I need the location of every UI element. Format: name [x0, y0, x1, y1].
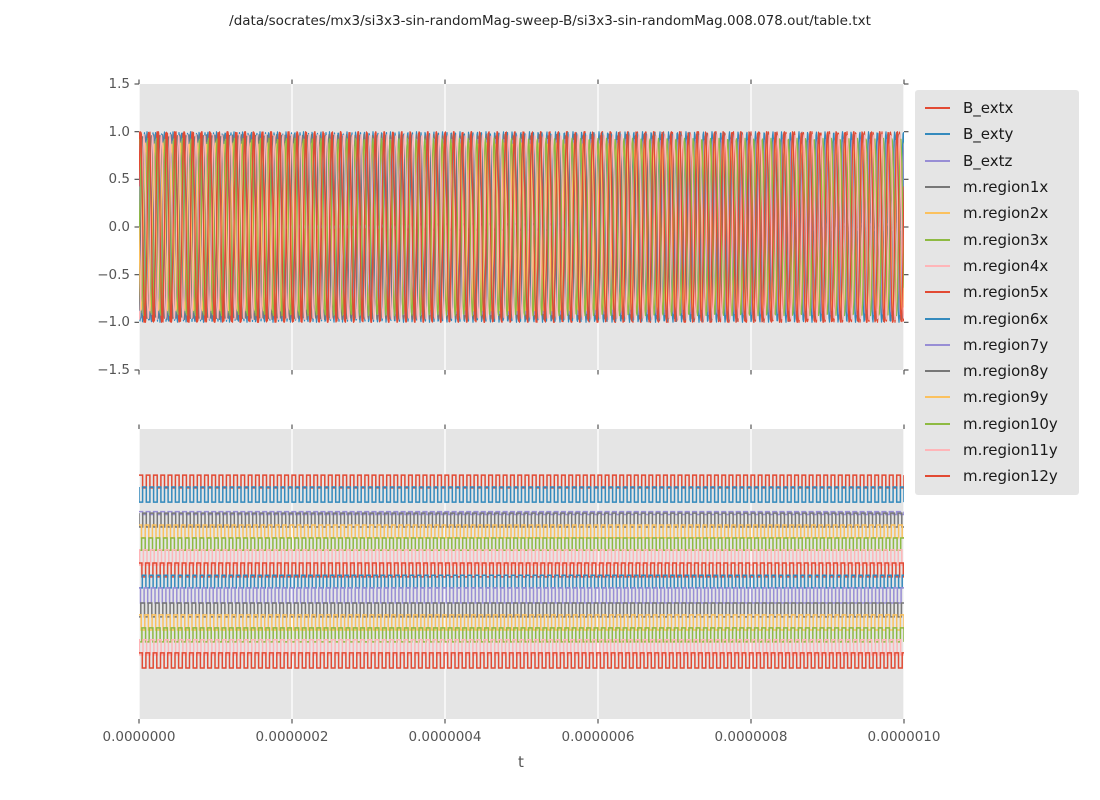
legend: B_extx B_exty B_extz m.region1x m.region2x m.…: [915, 90, 1079, 496]
legend-item-B_extx: B_extx: [915, 95, 1079, 121]
legend-label: m.region10y: [963, 414, 1058, 433]
legend-item-m.region7y: m.region7y: [915, 332, 1079, 358]
legend-item-m.region11y: m.region11y: [915, 437, 1079, 463]
legend-item-m.region6x: m.region6x: [915, 305, 1079, 331]
legend-label: m.region11y: [963, 441, 1058, 459]
x-tick-label: 0.0000006: [561, 729, 635, 745]
legend-label: m.region6x: [963, 309, 1049, 328]
legend-swatch-icon: [925, 238, 950, 241]
legend-label: m.region7y: [963, 335, 1049, 354]
legend-label: B_extz: [963, 151, 1013, 170]
legend-swatch-icon: [925, 396, 950, 399]
legend-label: m.region2x: [963, 204, 1049, 223]
legend-item-m.region12y: m.region12y: [915, 463, 1079, 489]
x-axis-label: t: [518, 753, 524, 771]
legend-swatch-icon: [925, 370, 950, 373]
legend-label: m.region12y: [963, 467, 1058, 486]
legend-label: m.region8y: [963, 362, 1049, 381]
y-tick-label: 0.5: [108, 171, 130, 188]
legend-label: m.region3x: [963, 230, 1049, 249]
legend-label: m.region5x: [963, 283, 1049, 302]
x-tick-label: 0.0000008: [714, 729, 788, 745]
legend-swatch-icon: [925, 212, 950, 215]
series-line-m.region4x: [139, 549, 904, 566]
legend-swatch-icon: [925, 343, 950, 346]
y-tick-label: −1.5: [97, 362, 130, 378]
y-tick-label: 1.5: [108, 76, 130, 92]
y-tick-label: 1.0: [108, 123, 130, 140]
figure-title: /data/socrates/mx3/si3x3-sin-randomMag-s…: [229, 13, 871, 29]
legend-label: m.region1x: [963, 178, 1049, 197]
top-subplot: [134, 79, 909, 375]
y-tick-label: −0.5: [97, 266, 130, 283]
legend-label: B_extx: [963, 99, 1014, 118]
y-tick-label: −1.0: [97, 314, 130, 331]
y-tick-label: 0.0: [108, 219, 130, 235]
legend-item-m.region1x: m.region1x: [915, 174, 1079, 200]
series-line-m.region3x: [139, 537, 904, 551]
legend-swatch-icon: [925, 107, 950, 110]
legend-swatch-icon: [925, 291, 950, 294]
legend-swatch-icon: [925, 133, 950, 136]
legend-swatch-icon: [925, 475, 950, 478]
legend-swatch-icon: [925, 317, 950, 320]
series-line-m.region12y: [139, 131, 904, 323]
x-tick-label: 0.0000004: [408, 729, 482, 745]
x-tick-label: 0.0000002: [255, 729, 329, 745]
legend-item-m.region2x: m.region2x: [915, 200, 1079, 226]
legend-item-m.region8y: m.region8y: [915, 358, 1079, 384]
series-line-B_exty: [139, 486, 904, 503]
series-line-m.region12y: [139, 652, 904, 669]
legend-label: B_exty: [963, 125, 1014, 144]
series-line-m.region10y: [139, 627, 904, 643]
legend-label: m.region9y: [963, 388, 1049, 407]
bottom-subplot: [138, 424, 905, 724]
x-tick-label: 0.0000000: [102, 729, 176, 745]
series-line-m.region6x: [139, 574, 904, 589]
legend-item-m.region4x: m.region4x: [915, 253, 1079, 279]
legend-label: m.region4x: [963, 256, 1049, 275]
legend-item-m.region5x: m.region5x: [915, 279, 1079, 305]
series-line-m.region1x: [139, 512, 904, 528]
legend-item-B_exty: B_exty: [915, 121, 1079, 147]
legend-item-m.region3x: m.region3x: [915, 226, 1079, 252]
series-line-m.region11y: [139, 639, 904, 656]
legend-swatch-icon: [925, 186, 950, 189]
legend-swatch-icon: [925, 449, 950, 451]
legend-item-m.region10y: m.region10y: [915, 411, 1079, 437]
legend-item-m.region9y: m.region9y: [915, 384, 1079, 410]
x-tick-label: 0.0000010: [867, 729, 941, 745]
legend-swatch-icon: [925, 264, 950, 267]
legend-swatch-icon: [925, 422, 950, 425]
legend-swatch-icon: [925, 159, 950, 162]
series-line-m.region2x: [139, 524, 904, 539]
legend-item-B_extz: B_extz: [915, 148, 1079, 174]
